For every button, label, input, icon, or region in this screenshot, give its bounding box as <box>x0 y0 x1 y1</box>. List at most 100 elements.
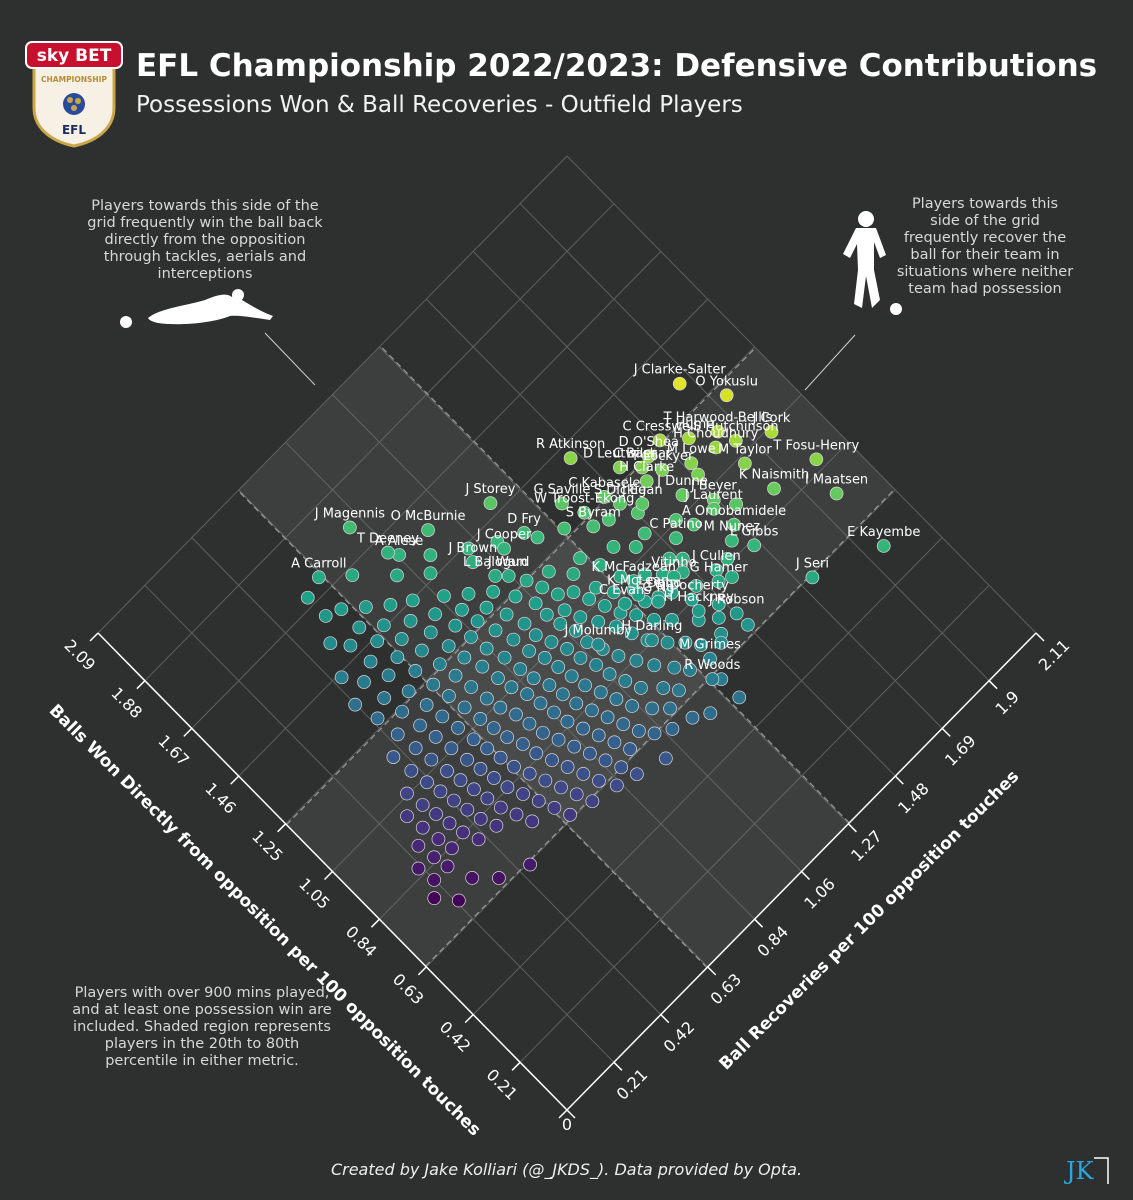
data-point <box>448 618 463 633</box>
player-label: K Naismith <box>739 468 809 483</box>
data-point <box>573 610 588 625</box>
data-point <box>500 780 515 795</box>
player-label: J Cooper <box>476 528 532 543</box>
standing-player-icon <box>843 211 886 308</box>
player-label: J Cork <box>752 411 791 426</box>
data-point <box>647 658 662 673</box>
x-tick-label: 2.09 <box>61 636 100 675</box>
percentile-line-x <box>286 347 756 826</box>
data-point <box>528 628 543 642</box>
labeled-data-point <box>805 570 820 585</box>
player-label: C Kabasele <box>568 476 640 491</box>
jk-watermark-text: JK <box>1064 1157 1095 1185</box>
labeled-data-point <box>517 525 531 540</box>
data-point <box>428 607 442 622</box>
labeled-data-point <box>421 523 435 537</box>
data-point <box>300 590 315 605</box>
grid-line-x <box>238 298 709 777</box>
data-point <box>616 717 631 731</box>
data-point <box>493 700 508 715</box>
data-point <box>423 548 438 562</box>
data-point <box>437 589 451 603</box>
data-point <box>629 653 644 668</box>
labeled-data-point <box>728 433 743 448</box>
data-point <box>591 728 606 743</box>
data-point <box>466 732 481 747</box>
data-point <box>390 727 405 742</box>
data-point <box>431 832 446 846</box>
y-tick-label: 1.06 <box>800 874 839 913</box>
player-label: J Robson <box>708 592 765 607</box>
data-point <box>533 696 548 711</box>
data-point <box>539 607 554 622</box>
data-point <box>638 567 652 582</box>
data-point <box>691 467 705 482</box>
player-label: E Kayembe <box>847 525 920 540</box>
credit-line: Created by Jake Kolliari (@_JKDS_). Data… <box>330 1160 803 1179</box>
player-label: T Hume <box>663 417 715 432</box>
data-point <box>591 614 606 629</box>
player-label: J Beyer <box>690 479 738 494</box>
data-point <box>440 764 454 778</box>
grid-line-y <box>566 155 1037 634</box>
data-point <box>560 714 575 729</box>
data-point <box>672 683 686 698</box>
data-point <box>451 893 466 908</box>
player-label: H Choudhury <box>673 426 758 441</box>
data-point <box>551 732 566 747</box>
data-point <box>564 669 579 684</box>
data-point <box>415 643 429 658</box>
labeled-data-point <box>655 463 670 477</box>
data-point <box>593 558 608 572</box>
data-point <box>435 709 450 724</box>
labeled-data-point <box>711 574 726 589</box>
data-point <box>530 530 545 545</box>
data-point <box>569 787 584 802</box>
data-point <box>473 712 488 726</box>
data-point <box>711 610 726 625</box>
data-point <box>447 793 461 808</box>
data-point <box>609 778 624 793</box>
player-label: I Maatsen <box>805 472 868 487</box>
data-point <box>593 685 608 700</box>
data-point <box>589 658 604 672</box>
labeled-data-point <box>767 481 781 496</box>
data-point <box>456 825 470 840</box>
data-point <box>334 602 349 617</box>
labeled-data-point <box>809 452 824 467</box>
data-point <box>547 705 561 720</box>
player-label: S Dickie <box>594 483 646 498</box>
data-point <box>665 613 679 627</box>
data-point <box>714 635 728 650</box>
player-label: D Leutwiler <box>583 446 657 461</box>
data-point <box>678 635 693 650</box>
data-point <box>427 891 442 905</box>
x-tick-label: 1.05 <box>295 874 334 913</box>
data-point <box>433 784 448 799</box>
data-point <box>557 603 572 618</box>
data-point <box>492 871 506 885</box>
player-label: J Seri <box>795 556 829 571</box>
labeled-data-point <box>626 574 641 588</box>
data-point <box>491 671 505 685</box>
right-note-pointer <box>804 334 856 391</box>
player-label: O Yokuslu <box>695 374 758 389</box>
labeled-data-point <box>691 604 706 618</box>
x-tick-mark <box>89 632 99 642</box>
player-label: H Hackney <box>664 590 735 605</box>
data-point <box>428 729 443 744</box>
data-point <box>545 753 559 767</box>
data-point <box>573 551 587 565</box>
ball-icon-right <box>890 303 902 315</box>
data-point <box>359 600 373 614</box>
player-label: H Darling <box>621 619 682 634</box>
data-point <box>623 742 637 756</box>
x-tick-label: 0.63 <box>389 970 428 1009</box>
data-point <box>376 618 391 633</box>
labeled-data-point <box>555 496 569 511</box>
data-point <box>343 638 358 653</box>
data-point <box>555 687 570 702</box>
labeled-data-point <box>705 672 720 686</box>
data-point <box>600 710 615 725</box>
